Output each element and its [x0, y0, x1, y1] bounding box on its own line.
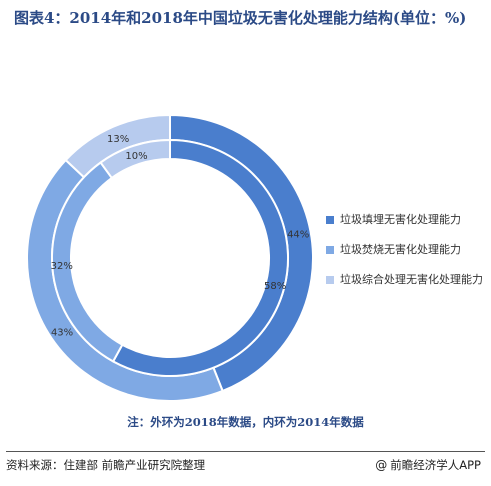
legend-swatch-incineration: [326, 246, 334, 254]
outer-ring-label-landfill: 44%: [287, 230, 309, 241]
chart-title: 图表4：2014年和2018年中国垃圾无害化处理能力结构(单位：%): [14, 9, 467, 27]
brand-label: 前瞻经济学人APP: [390, 458, 481, 472]
footer-divider: [6, 451, 485, 452]
legend-swatch-comprehensive: [326, 276, 334, 284]
inner-ring-label-landfill: 58%: [264, 281, 286, 292]
inner-ring-label-comprehensive: 10%: [125, 151, 147, 162]
brand-icon: @: [375, 458, 388, 472]
legend-item-comprehensive: 垃圾综合处理无害化处理能力: [326, 272, 486, 288]
inner-ring-slice-comprehensive: [99, 138, 171, 180]
outer-ring-label-incineration: 43%: [51, 327, 73, 338]
legend-swatch-landfill: [326, 216, 334, 224]
chart-note: 注：外环为2018年数据，内环为2014年数据: [127, 415, 364, 429]
legend-label-landfill: 垃圾填埋无害化处理能力: [340, 213, 461, 226]
legend-label-comprehensive: 垃圾综合处理无害化处理能力: [340, 273, 483, 286]
legend-item-incineration: 垃圾焚烧无害化处理能力: [326, 242, 486, 258]
source-text: 资料来源：住建部 前瞻产业研究院整理: [6, 458, 206, 472]
legend-label-incineration: 垃圾焚烧无害化处理能力: [340, 243, 461, 256]
chart-legend: 垃圾填埋无害化处理能力 垃圾焚烧无害化处理能力 垃圾综合处理无害化处理能力: [326, 212, 486, 302]
legend-item-landfill: 垃圾填埋无害化处理能力: [326, 212, 486, 228]
inner-ring-label-incineration: 32%: [51, 261, 73, 272]
outer-ring-label-comprehensive: 13%: [107, 134, 129, 145]
brand-mark: @ 前瞻经济学人APP: [375, 457, 481, 473]
